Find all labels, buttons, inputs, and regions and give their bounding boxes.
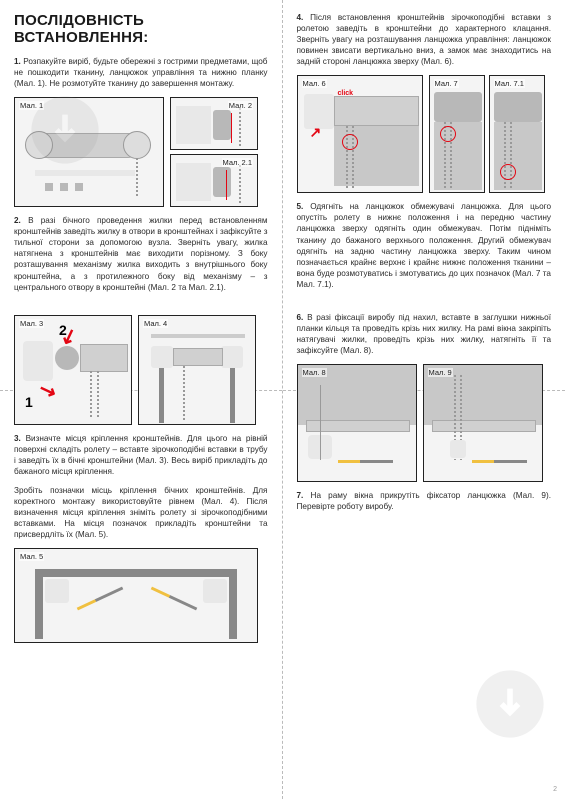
figure-3: Мал. 3 1 2 ↘ ↘ — [14, 315, 132, 425]
right-column: 4. Після встановлення кронштейнів зірочк… — [283, 0, 565, 799]
step-7-text: 7. На раму вікна прикрутіть фіксатор лан… — [297, 490, 552, 512]
step-1-text: 1. Розпакуйте виріб, будьте обережні з г… — [14, 56, 268, 89]
fig-row-2: Мал. 3 1 2 ↘ ↘ Мал. 4 — [14, 315, 268, 425]
fig-row-3: Мал. 6 click ↗ Мал. 7 — [297, 75, 552, 193]
step-6-text: 6. В разі фіксації виробу під нахил, вст… — [297, 312, 552, 356]
step-7-body: На раму вікна прикрутіть фіксатор ланцюж… — [297, 491, 551, 511]
step-3-text: 3. Визначте місця кріплення кронштейнів.… — [14, 433, 268, 477]
fig-2-label: Мал. 2 — [228, 101, 253, 110]
step-1-num: 1. — [14, 57, 21, 66]
red-arrow-click: ↗ — [310, 124, 322, 141]
step-5-num: 5. — [297, 202, 304, 211]
step-2-num: 2. — [14, 216, 21, 225]
fig-8-label: Мал. 8 — [302, 368, 327, 377]
figure-6: Мал. 6 click ↗ — [297, 75, 423, 193]
figure-1: Мал. 1 — [14, 97, 164, 207]
figure-7: Мал. 7 — [429, 75, 485, 193]
step-3-num: 3. — [14, 434, 21, 443]
step-3b-text: Зробіть позначки місць кріплення бічних … — [14, 485, 268, 540]
step-6-body: В разі фіксації виробу під нахил, вставт… — [297, 313, 552, 355]
fig-4-label: Мал. 4 — [143, 319, 168, 328]
page-number: 2 — [553, 786, 557, 793]
fig-9-label: Мал. 9 — [428, 368, 453, 377]
fig-row-4: Мал. 8 Мал. 9 — [297, 364, 552, 482]
step-7-num: 7. — [297, 491, 304, 500]
fig-3-label: Мал. 3 — [19, 319, 44, 328]
fig-21-label: Мал. 2.1 — [222, 158, 253, 167]
fig-5-label: Мал. 5 — [19, 552, 44, 561]
step-4-num: 4. — [297, 13, 304, 22]
figure-2: Мал. 2 — [170, 97, 258, 150]
figure-4: Мал. 4 — [138, 315, 256, 425]
figure-5: Мал. 5 — [14, 548, 258, 643]
figure-8: Мал. 8 — [297, 364, 417, 482]
step-4-text: 4. Після встановлення кронштейнів зірочк… — [297, 12, 552, 67]
fig-1-label: Мал. 1 — [19, 101, 44, 110]
fig-row-1: Мал. 1 Мал. 2 Мал. 2.1 — [14, 97, 268, 207]
step-2-text: 2. В разі бічного проведення жилки перед… — [14, 215, 268, 292]
page: ПОСЛІДОВНІСТЬ ВСТАНОВЛЕННЯ: 1. Розпакуйт… — [0, 0, 565, 799]
figure-7-1: Мал. 7.1 — [489, 75, 545, 193]
figure-9: Мал. 9 — [423, 364, 543, 482]
fig-7-label: Мал. 7 — [434, 79, 459, 88]
page-title: ПОСЛІДОВНІСТЬ ВСТАНОВЛЕННЯ: — [14, 12, 268, 46]
figure-2-1: Мал. 2.1 — [170, 154, 258, 207]
left-column: ПОСЛІДОВНІСТЬ ВСТАНОВЛЕННЯ: 1. Розпакуйт… — [0, 0, 283, 799]
click-label: click — [338, 90, 354, 97]
step-1-body: Розпакуйте виріб, будьте обережні з гост… — [14, 57, 268, 88]
step-5-body: Одягніть на ланцюжок обмежувачі ланцюжка… — [297, 202, 552, 288]
watermark-icon — [475, 669, 545, 739]
step-4-body: Після встановлення кронштейнів зірочкопо… — [297, 13, 552, 66]
fig-6-label: Мал. 6 — [302, 79, 327, 88]
step-2-body: В разі бічного проведення жилки перед вс… — [14, 216, 268, 291]
step-6-num: 6. — [297, 313, 304, 322]
fig-71-label: Мал. 7.1 — [494, 79, 525, 88]
step-5-text: 5. Одягніть на ланцюжок обмежувачі ланцю… — [297, 201, 552, 290]
step-3-body: Визначте місця кріплення кронштейнів. Дл… — [14, 434, 268, 476]
red-arrow-1: ↘ — [35, 376, 59, 405]
badge-1: 1 — [25, 394, 33, 410]
